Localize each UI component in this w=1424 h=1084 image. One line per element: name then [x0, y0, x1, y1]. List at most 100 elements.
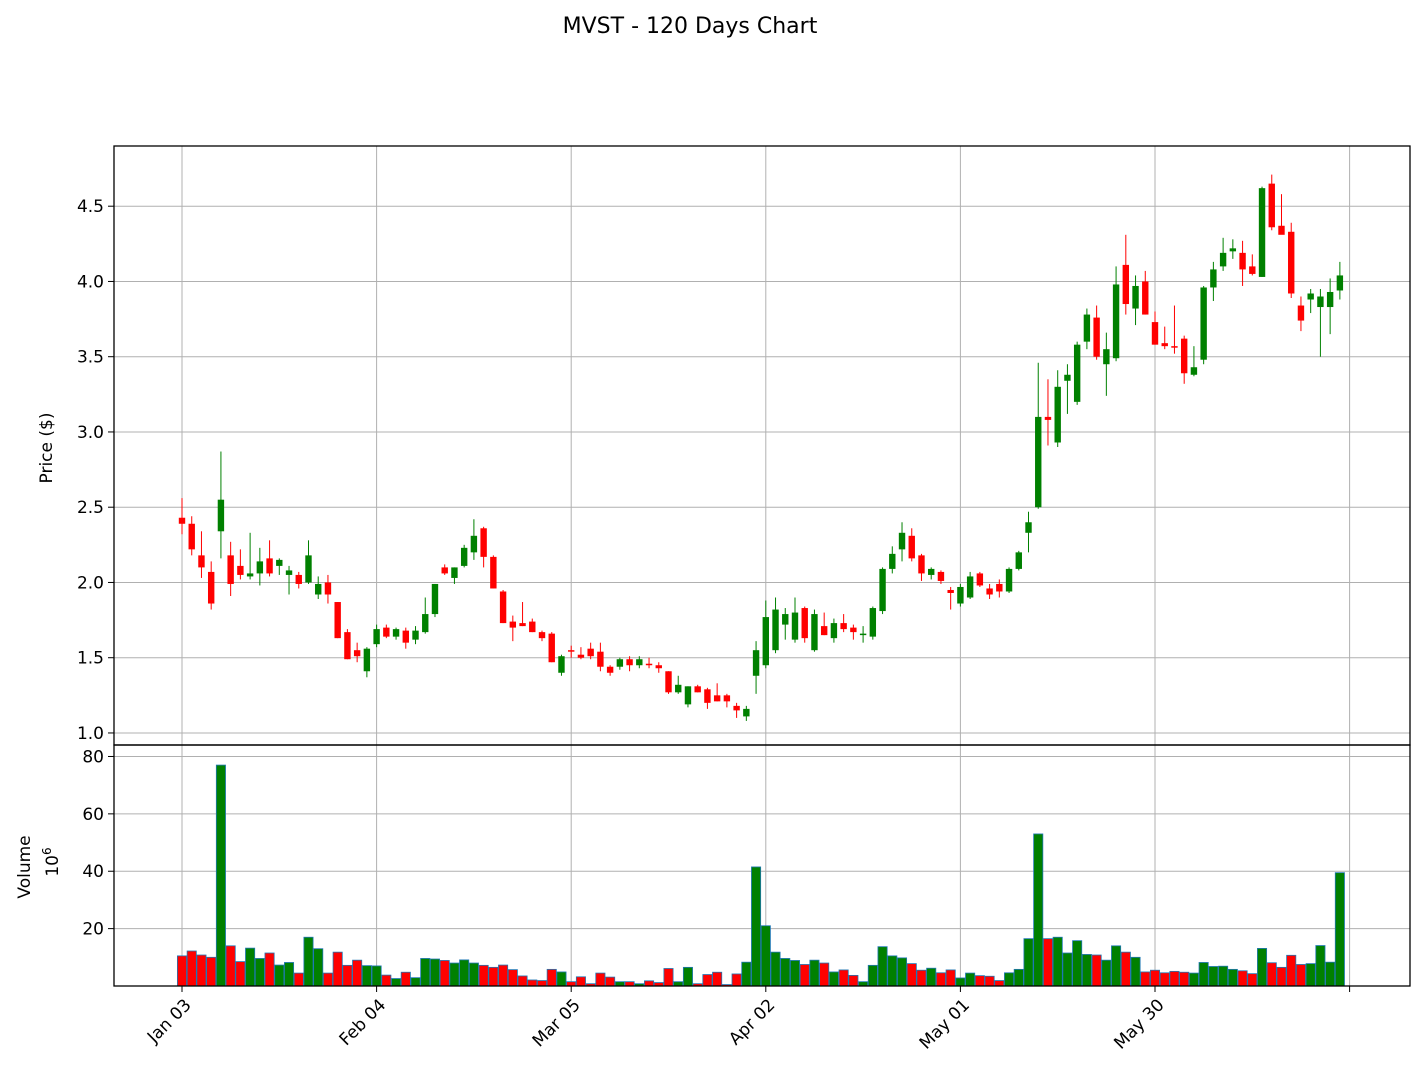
candle-body	[733, 705, 740, 711]
volume-bar	[245, 947, 256, 987]
volume-bar	[984, 975, 995, 987]
price-candles	[178, 174, 1344, 721]
volume-bar	[799, 964, 810, 987]
volume-bar	[974, 975, 985, 987]
candle-body	[237, 565, 244, 575]
volume-multiplier-base: 10	[43, 855, 63, 877]
candle-body	[1083, 314, 1091, 342]
volume-bar	[1081, 954, 1092, 987]
candle-body	[480, 528, 487, 557]
candle-body	[402, 630, 409, 643]
volume-bar	[1169, 970, 1180, 987]
candle-body	[363, 648, 371, 672]
volume-bar	[887, 955, 898, 987]
volume-bar	[1091, 954, 1102, 987]
candle-body	[1171, 346, 1178, 348]
volume-bar	[1101, 959, 1112, 987]
candle-body	[295, 574, 302, 584]
candle-body	[713, 695, 721, 702]
price-tick-label: 2.5	[77, 498, 104, 518]
volume-bar	[1033, 833, 1044, 987]
candle-body	[1054, 386, 1061, 443]
candle-body	[392, 629, 400, 637]
x-tick-label: May 30	[1110, 995, 1168, 1053]
volume-bar	[400, 971, 411, 987]
volume-tick-label: 60	[82, 805, 104, 825]
volume-bar	[284, 962, 295, 987]
candle-body	[743, 708, 750, 717]
candle-body	[655, 665, 662, 669]
candle-body	[198, 555, 205, 568]
candle-body	[1103, 349, 1110, 365]
volume-bar	[517, 975, 528, 987]
volume-bar	[780, 958, 791, 987]
price-tick-label: 1.5	[77, 649, 104, 669]
candle-body	[383, 627, 390, 637]
candle-body	[441, 567, 448, 574]
candle-body	[636, 659, 643, 666]
price-tick-label: 1.0	[77, 724, 104, 744]
x-tick-label: Feb 04	[336, 995, 391, 1050]
candle-body	[645, 663, 653, 666]
volume-bar	[1266, 962, 1277, 987]
volume-bar	[1208, 966, 1219, 987]
candle-body	[966, 576, 974, 598]
candle-body	[548, 633, 555, 663]
volume-bar	[303, 936, 314, 987]
candle-body	[1317, 296, 1324, 308]
volume-bar	[391, 978, 402, 987]
candle-body	[188, 523, 195, 550]
candle-body	[1229, 248, 1237, 252]
candle-body	[898, 532, 906, 550]
volume-bar	[1257, 948, 1268, 987]
volume-bar	[1140, 971, 1151, 987]
volume-bar	[1042, 938, 1053, 987]
candle-body	[879, 568, 886, 612]
volume-bar	[935, 972, 946, 987]
candle-body	[1015, 552, 1022, 569]
candle-body	[1210, 269, 1217, 288]
candle-body	[869, 608, 877, 637]
volume-bar	[556, 971, 567, 987]
volume-bar	[1295, 964, 1306, 987]
price-gridlines	[114, 146, 1410, 745]
candle-body	[684, 686, 692, 705]
volume-bar	[1023, 938, 1034, 987]
candle-body	[1288, 231, 1295, 294]
volume-bar	[1237, 970, 1248, 987]
volume-bar	[235, 961, 246, 987]
candle-body	[509, 621, 517, 628]
volume-bar	[644, 980, 655, 987]
candle-body	[1142, 281, 1149, 315]
volume-bar	[838, 969, 849, 987]
candle-body	[217, 499, 225, 532]
candle-body	[1035, 416, 1042, 508]
candle-body	[1044, 416, 1052, 420]
candle-body	[1112, 284, 1120, 359]
volume-bar	[682, 966, 693, 987]
volume-bar	[1247, 973, 1258, 987]
candle-body	[889, 553, 896, 569]
volume-bar	[478, 964, 489, 987]
candle-body	[1093, 317, 1100, 357]
volume-bar	[1150, 969, 1161, 987]
candle-body	[178, 517, 186, 524]
candle-body	[1200, 287, 1207, 360]
candle-body	[626, 659, 633, 666]
volume-bar	[381, 974, 392, 987]
volume-bar	[342, 964, 353, 987]
volume-bar	[313, 948, 324, 987]
candle-body	[996, 583, 1003, 592]
price-tick-label: 2.0	[77, 573, 104, 593]
volume-bar	[537, 980, 548, 987]
candle-body	[918, 555, 925, 574]
candle-body	[344, 632, 351, 660]
volume-bar	[1159, 972, 1170, 987]
candle-body	[947, 589, 954, 593]
volume-bar	[605, 976, 616, 987]
candle-body	[704, 689, 711, 703]
candle-body	[801, 608, 808, 639]
volume-bar	[274, 964, 285, 987]
price-tick-label: 3.0	[77, 423, 104, 443]
candle-body	[694, 686, 701, 693]
